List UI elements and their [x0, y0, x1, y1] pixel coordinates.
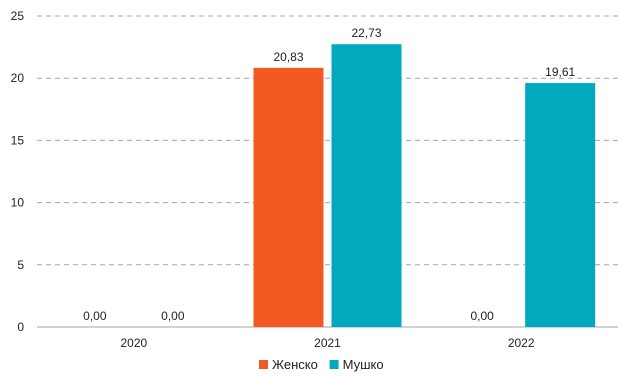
bar-Мушко-2022: [525, 83, 596, 327]
data-label-Мушко-2021: 22,73: [351, 26, 381, 40]
x-tick-label-2022: 2022: [508, 336, 535, 350]
data-label-Мушко-2022: 19,61: [545, 65, 575, 79]
y-tick-label-15: 15: [11, 133, 25, 147]
y-tick-label-0: 0: [17, 320, 24, 334]
data-label-Женско-2020: 0,00: [83, 309, 107, 323]
x-tick-label-2021: 2021: [314, 336, 341, 350]
legend-swatch-Мушко: [329, 360, 339, 369]
y-tick-label-25: 25: [11, 9, 25, 23]
bar-Женско-2021: [253, 67, 324, 327]
legend-label-Мушко: Мушко: [343, 357, 384, 372]
legend-label-Женско: Женско: [272, 357, 318, 372]
y-tick-label-10: 10: [11, 196, 25, 210]
data-label-Мушко-2020: 0,00: [161, 309, 185, 323]
data-label-Женско-2021: 20,83: [273, 50, 303, 64]
data-label-Женско-2022: 0,00: [470, 309, 494, 323]
bar-Мушко-2021: [331, 44, 402, 327]
y-tick-label-5: 5: [17, 258, 24, 272]
legend-swatch-Женско: [259, 360, 268, 369]
x-tick-label-2020: 2020: [120, 336, 147, 350]
y-tick-label-20: 20: [11, 71, 25, 85]
